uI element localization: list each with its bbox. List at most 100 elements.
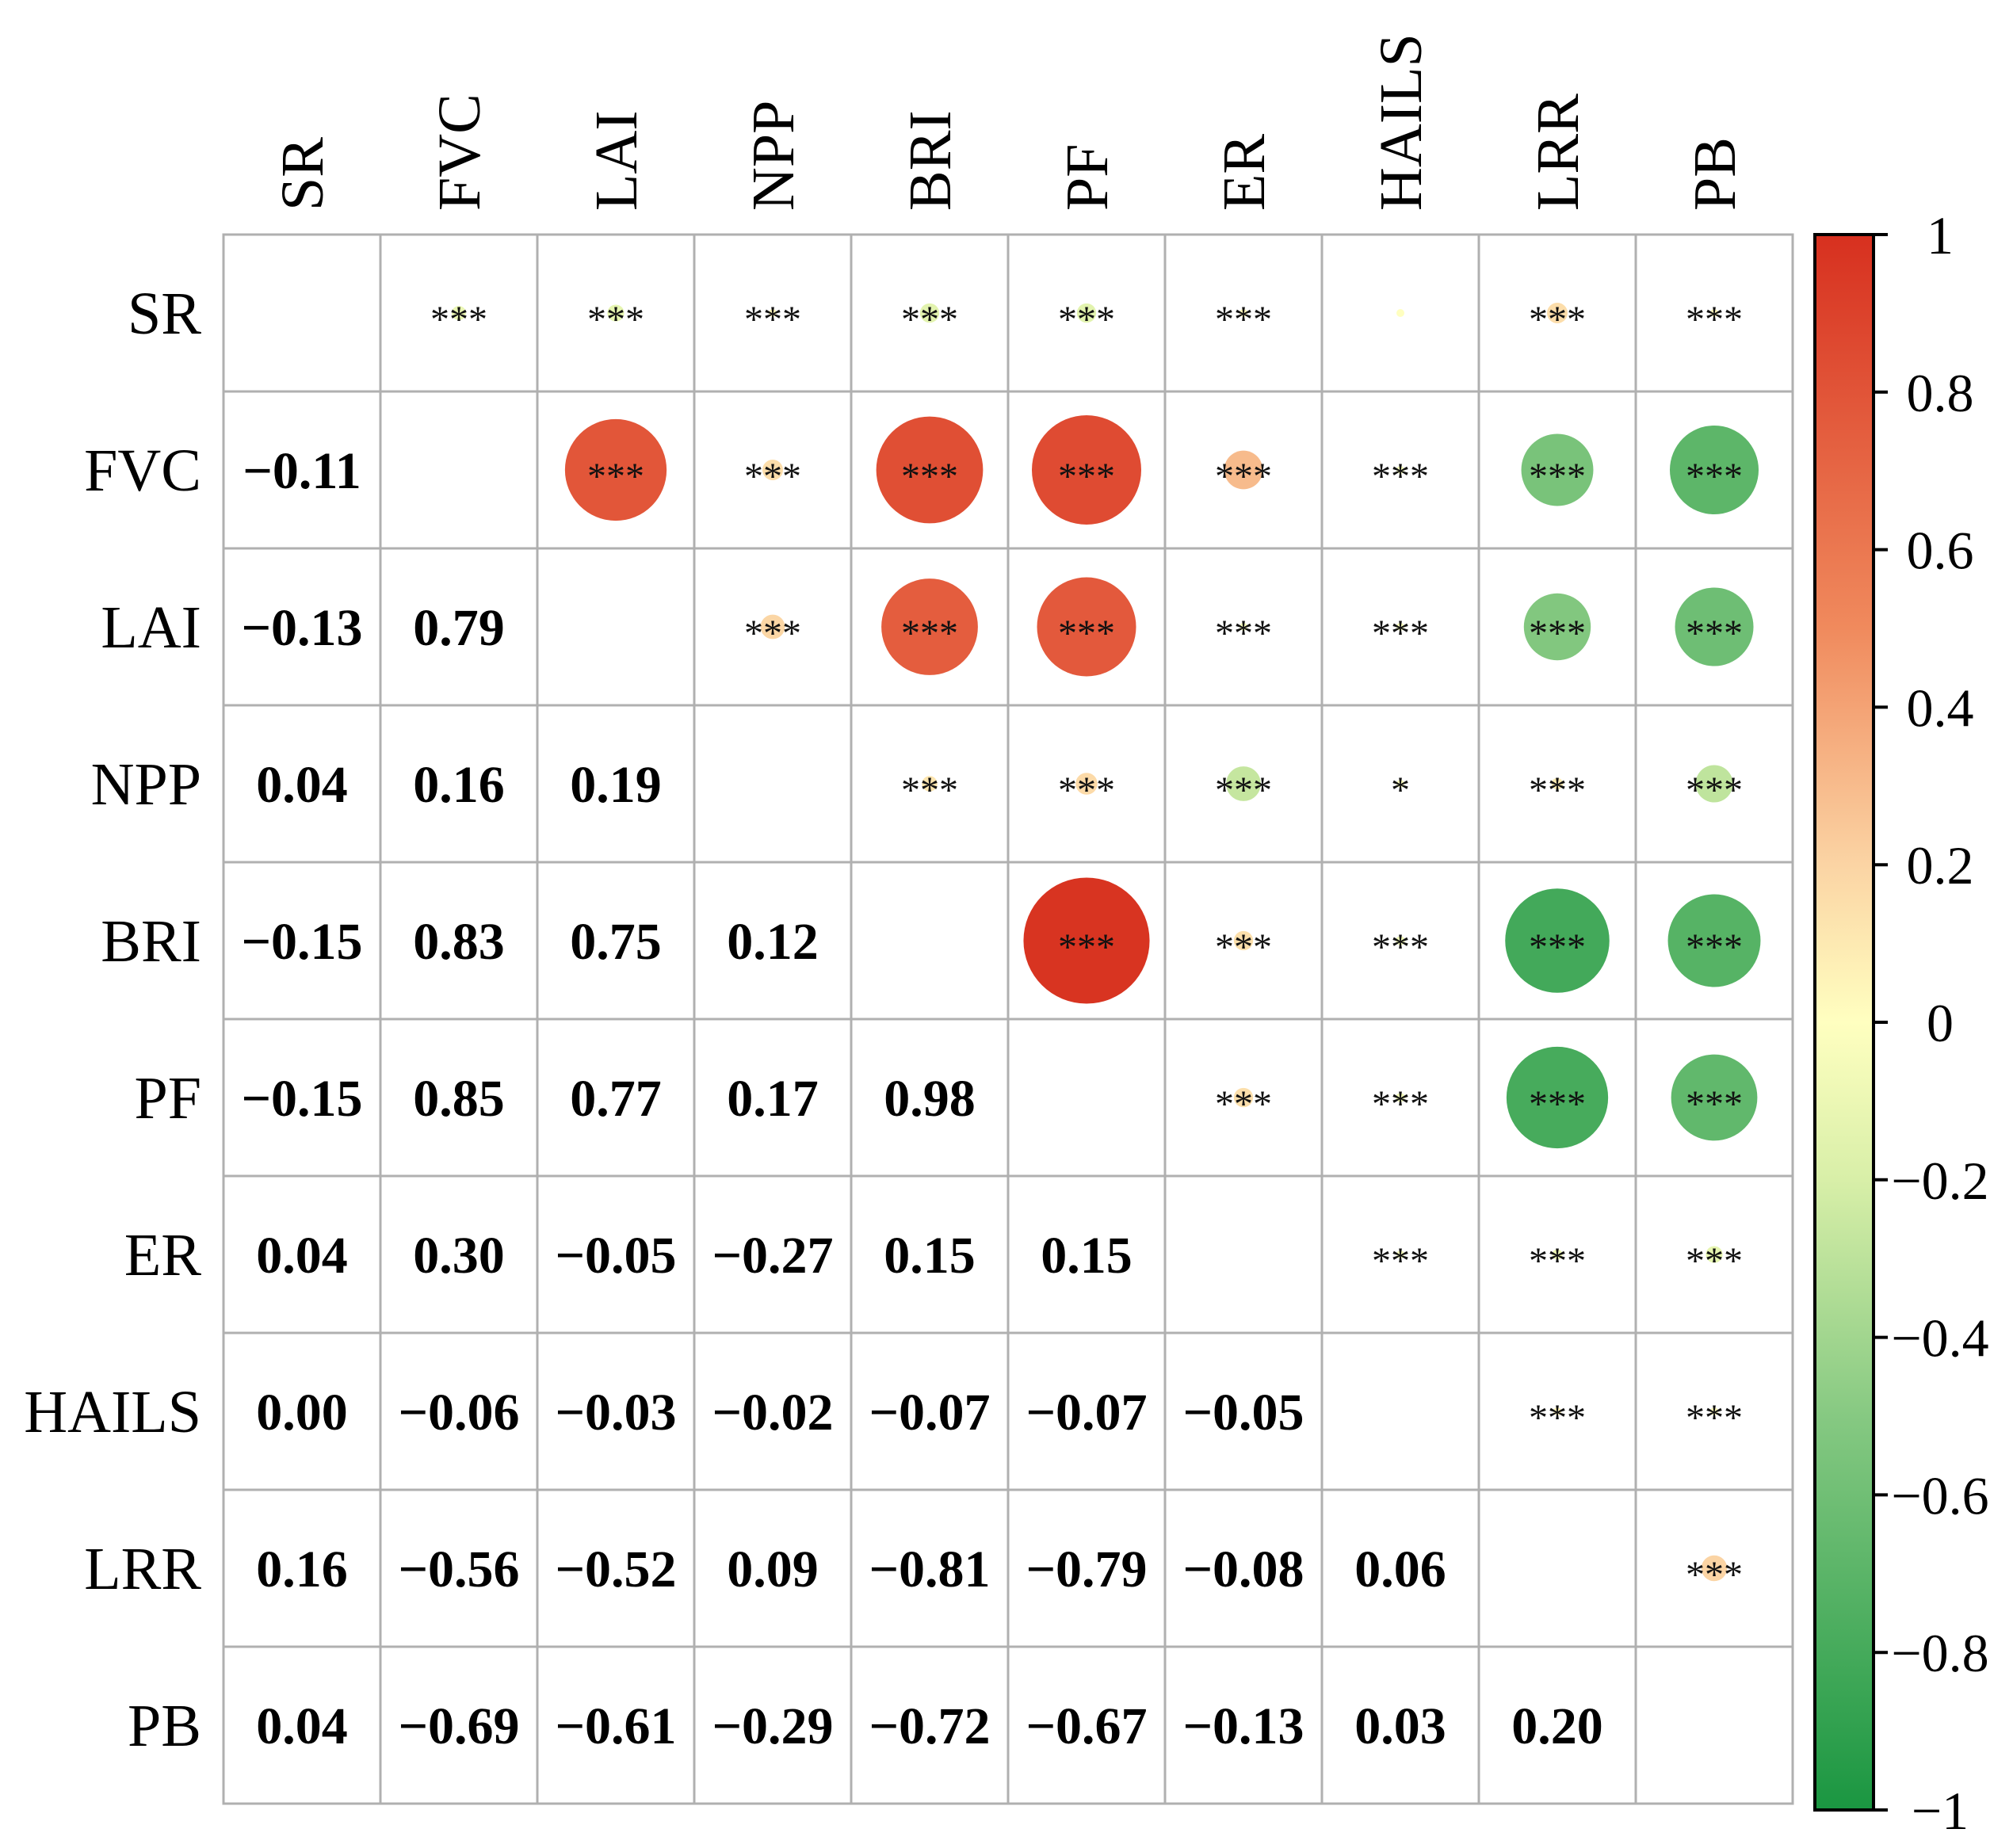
corr-circle xyxy=(762,460,783,480)
corr-circle xyxy=(1031,414,1142,525)
axis-labels: SR FVC LAI NPP BRI PF ER HAILS LRR PB SR FVC LAI NPP B… xyxy=(24,33,1748,1759)
significance-label: *** xyxy=(744,456,801,498)
row-label: NPP xyxy=(91,751,201,818)
significance-label: *** xyxy=(744,299,801,341)
corr-value-label: 0.85 xyxy=(413,1070,505,1128)
significance-label: *** xyxy=(1529,456,1586,498)
corr-circle xyxy=(1023,877,1150,1004)
significance-label: *** xyxy=(901,769,958,811)
corr-value-label: 0.79 xyxy=(413,599,505,657)
corr-value-label: −0.13 xyxy=(1182,1697,1304,1755)
corr-circle xyxy=(1037,577,1136,677)
corr-circle xyxy=(1396,936,1405,945)
corr-circle xyxy=(1671,1054,1758,1141)
corr-circle xyxy=(1710,1407,1718,1415)
colorbar-tick-label: 0 xyxy=(1927,993,1954,1053)
corr-value-label: −0.69 xyxy=(398,1697,519,1755)
corr-circle xyxy=(1505,888,1610,993)
corr-value-label: 0.15 xyxy=(884,1227,976,1285)
corr-value-label: 0.77 xyxy=(570,1070,662,1128)
grid-cell xyxy=(1477,1488,1637,1648)
corr-value-label: −0.29 xyxy=(712,1697,833,1755)
corr-circle xyxy=(452,306,466,320)
corr-circle xyxy=(1396,1093,1405,1102)
significance-label: *** xyxy=(1215,926,1272,968)
significance-label: *** xyxy=(587,456,644,498)
colorbar-tick-label: −1 xyxy=(1912,1781,1969,1841)
corr-value-label: −0.79 xyxy=(1026,1541,1147,1598)
significance-label: *** xyxy=(1529,1397,1586,1439)
corr-value-label: 0.09 xyxy=(727,1541,819,1598)
corr-value-label: −0.08 xyxy=(1182,1541,1304,1598)
significance-label: *** xyxy=(901,613,958,655)
corr-value-label: 0.75 xyxy=(570,913,662,971)
significance-label: *** xyxy=(1686,1083,1743,1125)
corr-value-label: −0.56 xyxy=(398,1541,519,1598)
colorbar-tick-label: −0.6 xyxy=(1891,1465,1988,1525)
corr-value-label: 0.17 xyxy=(727,1070,819,1128)
corr-value-label: −0.13 xyxy=(241,599,362,657)
corr-circle xyxy=(760,614,785,640)
grid-cell xyxy=(536,547,696,707)
corr-value-label: 0.30 xyxy=(413,1227,505,1285)
row-label: LRR xyxy=(84,1536,201,1602)
corr-circle xyxy=(1240,623,1247,631)
corr-circle xyxy=(1396,309,1404,317)
corr-value-label: 0.04 xyxy=(256,1697,348,1755)
corr-circle xyxy=(1396,780,1404,788)
corr-circle xyxy=(1224,450,1263,490)
corr-value-label: −0.67 xyxy=(1026,1697,1147,1755)
significance-label: *** xyxy=(1372,1240,1429,1282)
colorbar-tick-label: 0.4 xyxy=(1907,678,1974,738)
significance-label: *** xyxy=(1215,456,1272,498)
corr-value-label: 0.04 xyxy=(256,756,348,814)
column-label: PB xyxy=(1682,137,1748,211)
significance-label: *** xyxy=(1058,613,1115,655)
significance-label: *** xyxy=(1058,456,1115,498)
significance-label: *** xyxy=(1058,926,1115,968)
corr-value-label: −0.07 xyxy=(869,1384,990,1441)
corr-value-label: 0.16 xyxy=(256,1541,348,1598)
corr-value-label: −0.27 xyxy=(712,1227,833,1285)
corr-circle xyxy=(881,578,978,675)
corr-value-label: 0.06 xyxy=(1354,1541,1446,1598)
corr-value-label: 0.98 xyxy=(884,1070,976,1128)
column-label: NPP xyxy=(740,101,807,211)
column-label: HAILS xyxy=(1368,33,1434,211)
colorbar-tick-label: −0.2 xyxy=(1891,1151,1988,1211)
corr-circle xyxy=(1226,766,1261,801)
significance-label: *** xyxy=(1058,299,1115,341)
grid-cell xyxy=(693,704,853,864)
corr-circle xyxy=(1075,773,1098,795)
corr-circle xyxy=(1233,930,1254,951)
corr-circle xyxy=(876,416,984,524)
corr-value-label: −0.05 xyxy=(1182,1384,1304,1441)
significance-label: *** xyxy=(430,299,487,341)
corr-circle xyxy=(607,304,625,322)
significance-label: *** xyxy=(1372,1083,1429,1125)
grid-cell xyxy=(1163,1174,1324,1334)
grid-cell xyxy=(379,390,539,550)
corr-circle xyxy=(1521,433,1594,506)
row-label: SR xyxy=(128,281,201,347)
corr-circle xyxy=(1710,309,1718,317)
corr-value-label: 0.83 xyxy=(413,913,505,971)
corr-circle xyxy=(1396,623,1404,631)
corr-circle xyxy=(1667,894,1761,987)
corr-circle xyxy=(1553,1407,1561,1415)
corr-value-label: −0.81 xyxy=(869,1541,990,1598)
corr-circle xyxy=(922,776,938,792)
significance-label: * xyxy=(1391,769,1410,811)
colorbar-tick-label: −0.8 xyxy=(1891,1623,1988,1683)
corr-value-label: −0.05 xyxy=(555,1227,676,1285)
corr-circle xyxy=(1547,303,1568,323)
significance-label: *** xyxy=(1529,299,1586,341)
colorbar-tick-label: 0.8 xyxy=(1907,363,1974,423)
significance-label: *** xyxy=(1215,299,1272,341)
row-label: HAILS xyxy=(24,1379,201,1445)
significance-label: *** xyxy=(587,299,644,341)
corr-circle xyxy=(1695,765,1733,803)
significance-label: *** xyxy=(1215,613,1272,655)
corr-value-label: −0.07 xyxy=(1026,1384,1147,1441)
colorbar-gradient xyxy=(1813,233,1875,1812)
